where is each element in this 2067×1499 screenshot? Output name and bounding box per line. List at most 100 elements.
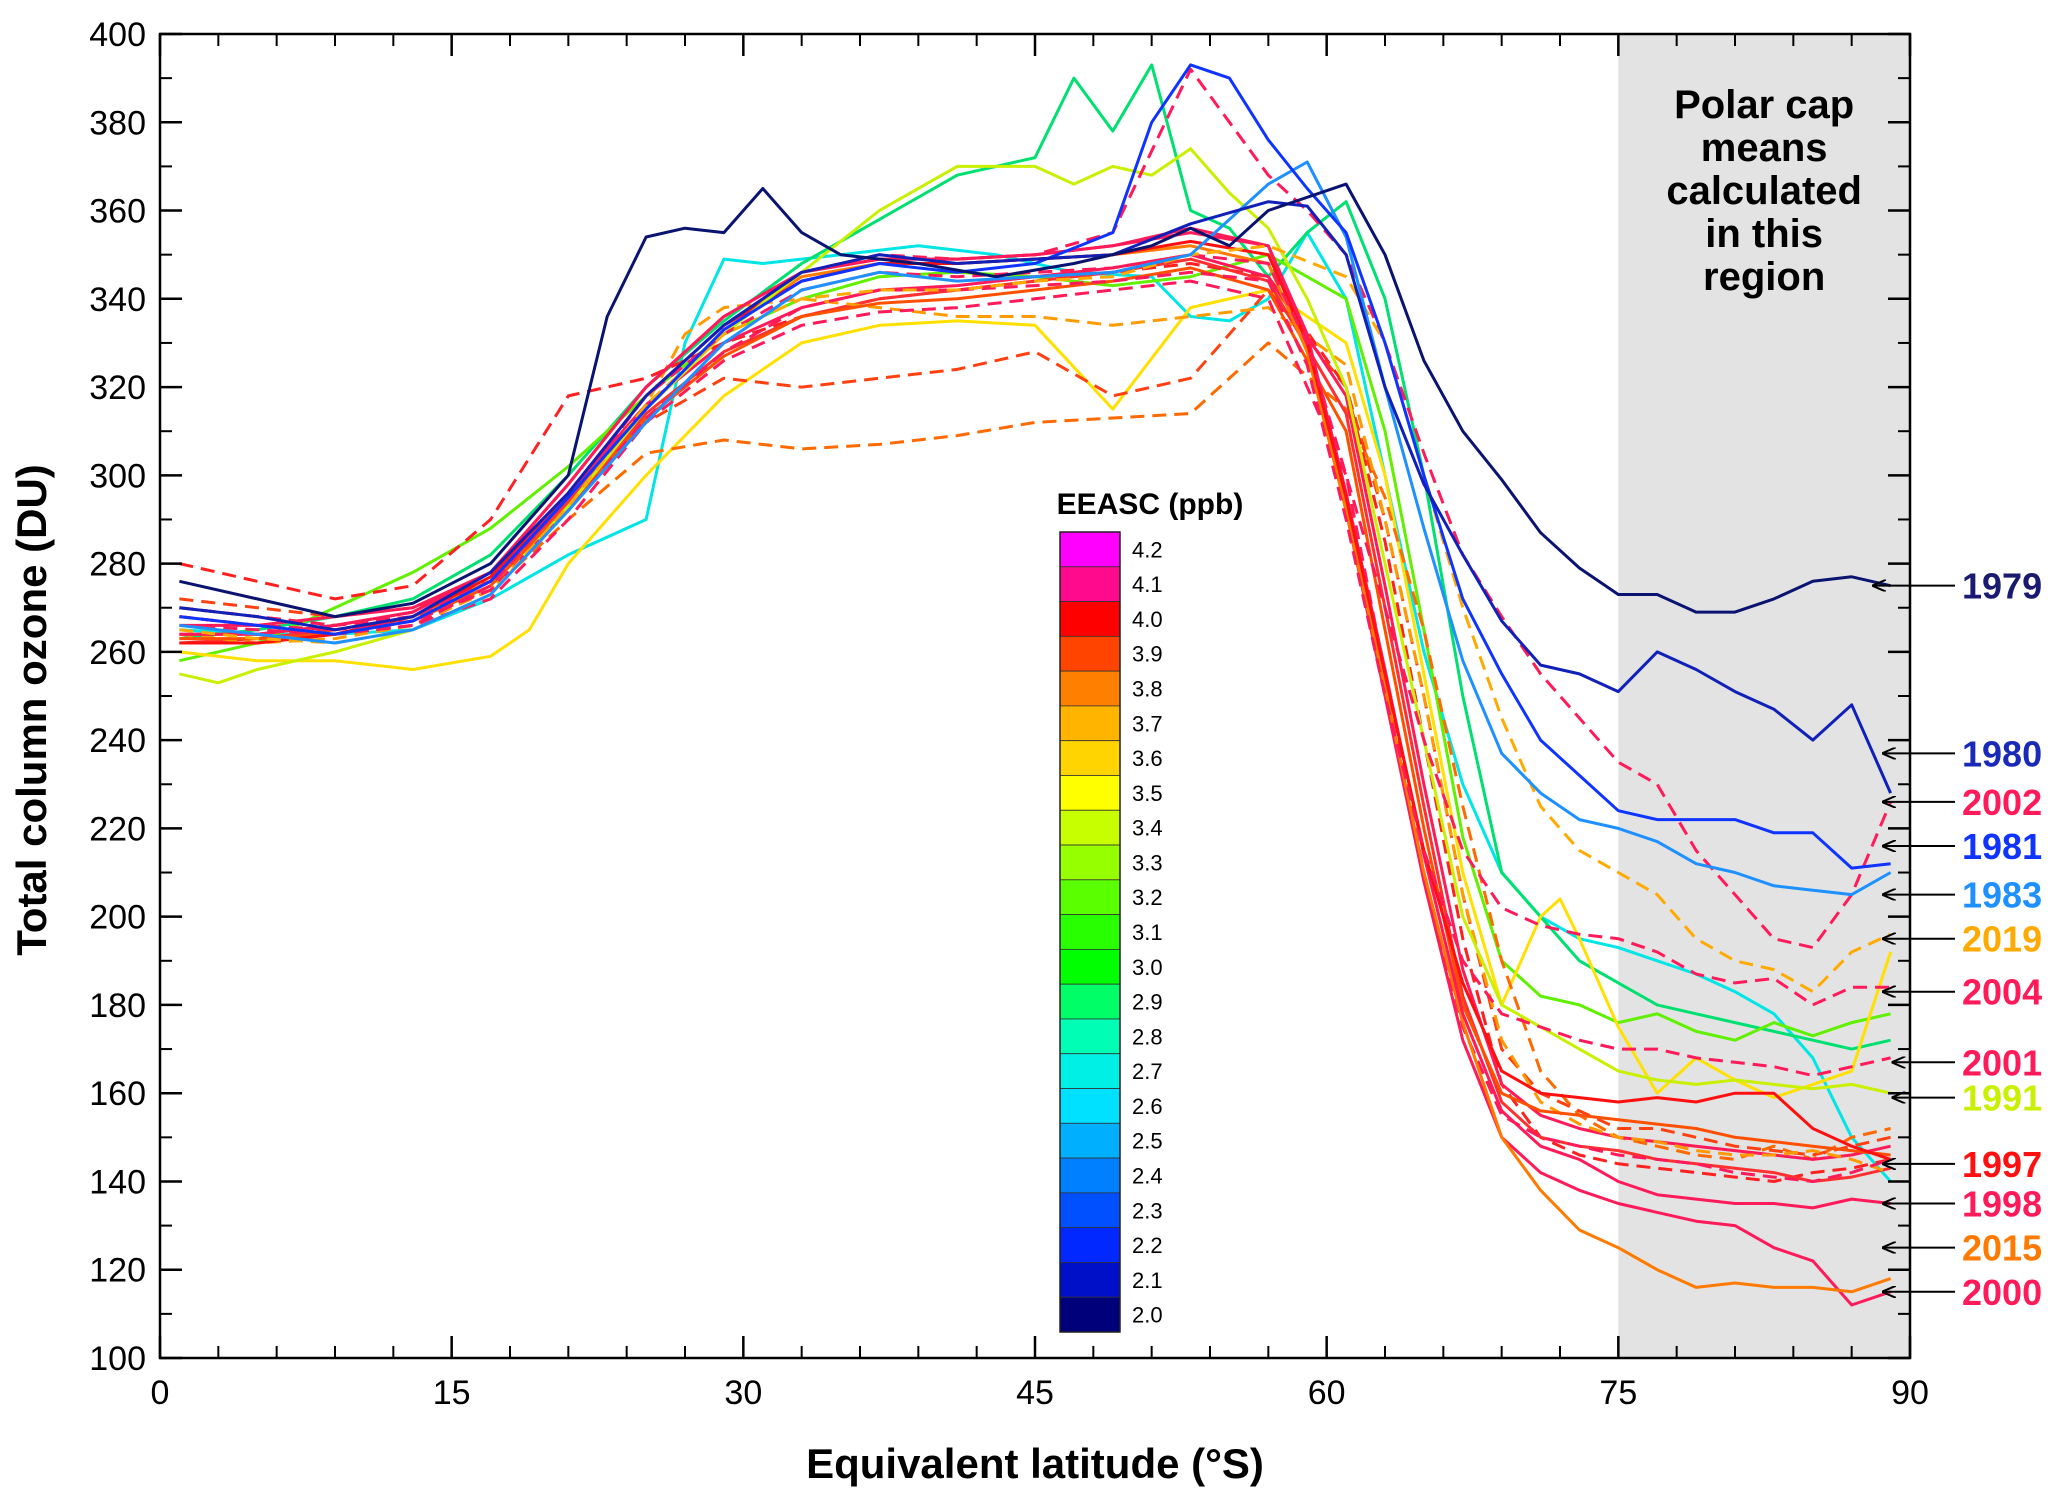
colorbar-tick-label: 2.7 xyxy=(1132,1059,1163,1084)
colorbar-swatch xyxy=(1059,1157,1121,1194)
colorbar-tick-label: 3.6 xyxy=(1132,746,1163,771)
colorbar-tick-label: 3.7 xyxy=(1132,711,1163,736)
colorbar-swatch xyxy=(1059,705,1121,742)
colorbar-swatch xyxy=(1059,740,1121,776)
shaded-region-label-line: in this xyxy=(1705,212,1823,256)
colorbar-tick-label: 3.4 xyxy=(1132,816,1163,841)
y-tick-label: 360 xyxy=(89,193,146,231)
shaded-region-label-line: region xyxy=(1703,255,1825,299)
colorbar-tick-label: 3.3 xyxy=(1132,850,1163,875)
y-tick-label: 220 xyxy=(89,810,146,848)
colorbar-tick-label: 4.1 xyxy=(1132,572,1163,597)
colorbar-tick-label: 2.9 xyxy=(1132,990,1163,1015)
labeled-series-layer xyxy=(179,63,1892,1307)
series-line-unlabeled xyxy=(179,262,1891,1183)
annotation-label-2015: 2015 xyxy=(1962,1228,2042,1269)
y-tick-label: 380 xyxy=(89,104,146,142)
y-tick-label: 140 xyxy=(89,1163,146,1201)
colorbar-tick-label: 3.0 xyxy=(1132,955,1163,980)
colorbar-swatch xyxy=(1059,1053,1121,1089)
colorbar-swatch xyxy=(1059,914,1121,950)
series-line-2004 xyxy=(179,253,1891,1007)
colorbar-title: EEASC (ppb) xyxy=(1057,488,1244,521)
colorbar-tick-label: 4.0 xyxy=(1132,607,1163,632)
y-tick-label: 100 xyxy=(89,1340,146,1378)
colorbar-swatch xyxy=(1059,1192,1121,1229)
x-tick-label: 15 xyxy=(433,1374,471,1412)
annotation-label-1983: 1983 xyxy=(1962,875,2042,916)
series-line-2019 xyxy=(179,244,1892,994)
colorbar-tick-label: 2.6 xyxy=(1132,1094,1163,1119)
annotation-label-2019: 2019 xyxy=(1962,919,2042,960)
x-tick-label: 45 xyxy=(1016,1374,1054,1412)
colorbar-tick-label: 3.2 xyxy=(1132,885,1163,910)
series-line-unlabeled xyxy=(179,288,1893,1100)
y-tick-label: 400 xyxy=(89,16,146,54)
series-line-1980 xyxy=(179,200,1892,794)
series-line-1998 xyxy=(179,231,1891,1210)
colorbar-tick-label: 3.8 xyxy=(1132,677,1163,702)
x-tick-label: 30 xyxy=(724,1374,762,1412)
y-tick-label: 120 xyxy=(89,1252,146,1290)
colorbar-tick-label: 3.5 xyxy=(1132,781,1163,806)
y-tick-label: 320 xyxy=(89,369,146,407)
annotation-label-2001: 2001 xyxy=(1962,1042,2042,1083)
y-tick-label: 300 xyxy=(89,457,146,495)
colorbar-swatch xyxy=(1059,670,1121,707)
colorbar-swatch xyxy=(1059,1088,1121,1124)
colorbar-tick-label: 2.2 xyxy=(1132,1233,1163,1258)
colorbar-swatch xyxy=(1059,601,1121,637)
series-line-2002 xyxy=(179,67,1892,950)
x-tick-label: 60 xyxy=(1308,1374,1346,1412)
annotation-label-1991: 1991 xyxy=(1962,1078,2042,1119)
annotation-label-1980: 1980 xyxy=(1962,733,2042,774)
x-axis-title: Equivalent latitude (°S) xyxy=(806,1440,1264,1487)
colorbar-tick-label: 2.5 xyxy=(1132,1129,1163,1154)
colorbar-swatch xyxy=(1059,1227,1121,1263)
colorbar-tick-label: 3.1 xyxy=(1132,920,1163,945)
colorbar-tick-label: 2.3 xyxy=(1132,1198,1163,1223)
colorbar-swatch xyxy=(1059,809,1121,846)
x-tick-label: 0 xyxy=(151,1374,170,1412)
annotation-label-2000: 2000 xyxy=(1962,1272,2042,1313)
colorbar-swatch xyxy=(1059,635,1121,672)
y-tick-label: 280 xyxy=(89,546,146,584)
colorbar-tick-label: 2.0 xyxy=(1132,1303,1163,1328)
annotation-label-1998: 1998 xyxy=(1962,1184,2042,1225)
colorbar-swatch xyxy=(1059,948,1121,985)
shaded-region-label-line: calculated xyxy=(1666,169,1862,213)
annotation-label-1979: 1979 xyxy=(1962,566,2042,607)
colorbar-swatch xyxy=(1059,566,1121,602)
annotation-label-2002: 2002 xyxy=(1962,782,2042,823)
colorbar-tick-label: 2.1 xyxy=(1132,1268,1163,1293)
colorbar-tick-label: 3.9 xyxy=(1132,642,1163,667)
series-line-unlabeled xyxy=(179,279,1892,1183)
colorbar-swatch xyxy=(1059,1296,1121,1333)
annotation-label-2004: 2004 xyxy=(1962,972,2042,1013)
y-tick-label: 180 xyxy=(89,987,146,1025)
colorbar-swatch xyxy=(1059,1018,1121,1055)
series-line-1981 xyxy=(179,63,1891,870)
annotation-label-1997: 1997 xyxy=(1962,1144,2042,1185)
colorbar-swatch xyxy=(1059,844,1121,881)
x-tick-label: 75 xyxy=(1599,1374,1637,1412)
colorbar-layer: EEASC (ppb) 4.2 4.1 4.0 3.9 3.8 3.7 3.6 3.5 3.4 3.… xyxy=(1057,488,1244,1333)
y-tick-label: 260 xyxy=(89,634,146,672)
colorbar-swatch xyxy=(1059,1262,1121,1298)
series-line-1979 xyxy=(179,182,1891,619)
colorbar-swatch xyxy=(1059,775,1121,811)
colorbar-tick-label: 2.4 xyxy=(1132,1163,1163,1188)
annotation-label-1981: 1981 xyxy=(1962,826,2042,867)
series-line-1983 xyxy=(179,160,1892,897)
shaded-region-label-line: Polar cap xyxy=(1674,83,1854,127)
y-tick-label: 340 xyxy=(89,281,146,319)
axes-layer: 0 15 30 45 60 75 90 100 120 140 160 180 200 220 240 260… xyxy=(89,16,1929,1412)
colorbar-tick-label: 4.2 xyxy=(1132,537,1163,562)
y-tick-label: 240 xyxy=(89,722,146,760)
colorbar-tick-label: 2.8 xyxy=(1132,1024,1163,1049)
colorbar-swatch xyxy=(1059,983,1121,1020)
